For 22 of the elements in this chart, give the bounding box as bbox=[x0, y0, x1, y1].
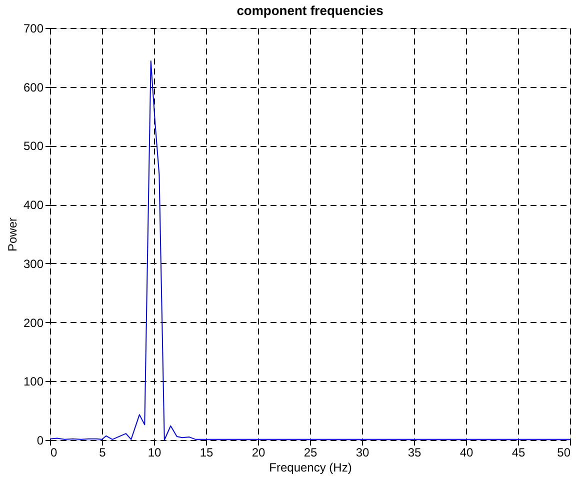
y-tick-label: 0 bbox=[36, 434, 44, 448]
y-tick-label: 600 bbox=[23, 80, 44, 94]
x-tick-label: 50 bbox=[557, 446, 571, 460]
x-tick-label: 40 bbox=[460, 446, 474, 460]
y-tick-label: 300 bbox=[23, 256, 44, 271]
x-tick-label: 45 bbox=[512, 446, 526, 460]
x-tick-label: 30 bbox=[356, 446, 370, 460]
x-tick-label: 10 bbox=[148, 446, 162, 460]
x-tick-label: 35 bbox=[408, 446, 422, 460]
y-axis-title: Power bbox=[5, 217, 20, 252]
y-tick-label: 700 bbox=[23, 22, 44, 36]
chart-title: component frequencies bbox=[236, 3, 384, 18]
x-tick-label: 20 bbox=[252, 446, 266, 460]
y-tick-label: 500 bbox=[23, 139, 44, 154]
x-tick-label: 5 bbox=[99, 446, 106, 460]
x-tick-label: 15 bbox=[200, 446, 214, 460]
x-axis-title: Frequency (Hz) bbox=[269, 460, 352, 474]
x-tick-label: 0 bbox=[50, 446, 58, 460]
y-tick-label: 200 bbox=[23, 316, 44, 330]
x-tick-label: 25 bbox=[304, 446, 318, 460]
y-tick-label: 400 bbox=[23, 198, 44, 212]
y-tick-label: 100 bbox=[23, 374, 44, 389]
